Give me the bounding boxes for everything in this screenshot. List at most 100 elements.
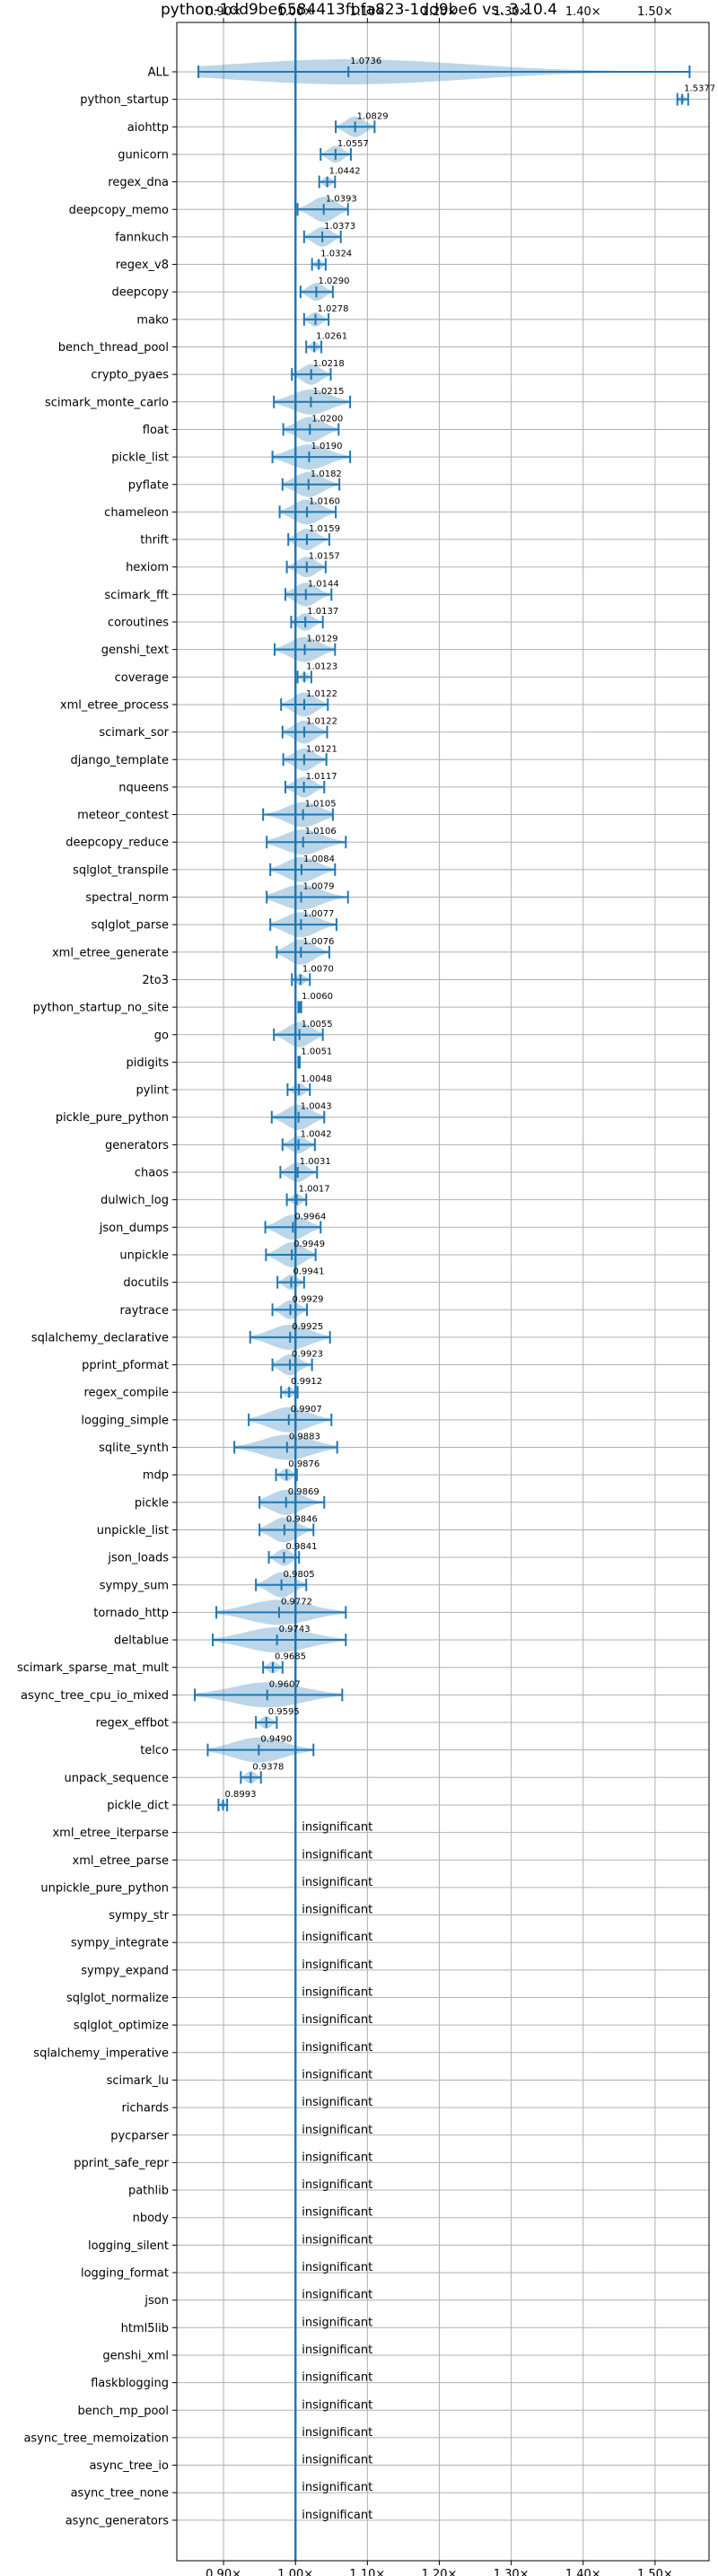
benchmark-label: unpickle: [119, 1249, 169, 1262]
benchmark-label: python_startup_no_site: [33, 1002, 169, 1015]
benchmark-label: bench_thread_pool: [58, 341, 169, 355]
value-label: 1.0123: [306, 662, 337, 671]
value-label: 0.9941: [293, 1267, 324, 1277]
chart-title: python-1dd9be6584413fbfa823-1dd9be6 vs. …: [161, 1, 557, 19]
value-label: 0.9846: [286, 1514, 318, 1524]
benchmark-label: async_tree_none: [71, 2487, 169, 2501]
value-label: 1.0121: [306, 744, 337, 754]
benchmark-label: sympy_str: [109, 1909, 169, 1923]
x-tick-label-bottom: 1.00×: [277, 2568, 313, 2576]
x-tick-label-top: 0.90×: [206, 5, 241, 19]
benchmark-label: bench_mp_pool: [77, 2405, 169, 2418]
value-label: 0.9929: [293, 1294, 324, 1304]
value-label: 0.9883: [289, 1433, 320, 1442]
value-label: 0.9743: [279, 1625, 311, 1634]
value-label: 1.5377: [684, 84, 715, 94]
benchmark-label: logging_silent: [88, 2239, 169, 2253]
benchmark-label: genshi_text: [101, 644, 169, 657]
benchmark-label: unpickle_pure_python: [40, 1881, 169, 1895]
benchmark-label: spectral_norm: [85, 891, 169, 905]
value-label: 1.0070: [302, 964, 334, 974]
x-tick-label-bottom: 1.40×: [565, 2568, 601, 2576]
x-tick-label-bottom: 0.90×: [206, 2568, 241, 2576]
benchmark-label: tornado_http: [93, 1607, 169, 1620]
benchmark-label: python_startup: [80, 93, 169, 107]
benchmark-label: pathlib: [128, 2185, 169, 2198]
value-label: 1.0324: [320, 250, 352, 259]
benchmark-label: scimark_sparse_mat_mult: [17, 1661, 169, 1675]
benchmark-label: coroutines: [108, 617, 169, 630]
value-label: 1.0106: [305, 827, 337, 837]
benchmark-label: scimark_fft: [104, 589, 169, 602]
x-tick-label-top: 1.50×: [637, 5, 673, 19]
value-label: 1.0261: [316, 332, 347, 342]
value-label: 1.0048: [301, 1074, 332, 1084]
value-label: 0.9685: [275, 1652, 306, 1662]
value-label: 1.0200: [311, 414, 343, 424]
benchmark-label: nbody: [133, 2212, 170, 2225]
benchmark-label: html5lib: [121, 2322, 169, 2335]
benchmark-label: fannkuch: [115, 231, 169, 244]
benchmark-label: pylint: [136, 1084, 169, 1098]
benchmark-label: pycparser: [110, 2129, 169, 2142]
benchmark-label: sqlglot_optimize: [74, 2020, 169, 2033]
value-label: 1.0182: [311, 469, 342, 479]
value-label: 0.9964: [294, 1212, 326, 1222]
benchmark-label: gunicorn: [118, 148, 169, 162]
x-tick-label-top: 1.00×: [277, 5, 313, 19]
benchmark-label: meteor_contest: [77, 809, 169, 822]
benchmark-label: sqlite_synth: [99, 1441, 169, 1455]
benchmark-label: sympy_integrate: [71, 1937, 169, 1950]
x-tick-label-bottom: 1.10×: [349, 2568, 385, 2576]
value-label: 1.0157: [309, 552, 340, 562]
benchmark-label: xml_etree_process: [60, 698, 169, 712]
value-label: 1.0122: [306, 689, 337, 699]
benchmark-label: sqlglot_transpile: [73, 863, 169, 877]
insignificant-label: insignificant: [302, 1986, 372, 2000]
value-label: 1.0393: [326, 194, 357, 204]
benchmark-label: pickle: [135, 1496, 169, 1510]
benchmark-label: generators: [105, 1139, 169, 1152]
insignificant-label: insignificant: [302, 2454, 372, 2467]
benchmark-label: aiohttp: [127, 121, 169, 135]
value-label: 1.0043: [301, 1102, 332, 1112]
value-label: 1.0051: [301, 1047, 332, 1056]
insignificant-label: insignificant: [302, 2316, 372, 2329]
benchmark-label: sqlalchemy_imperative: [33, 2046, 169, 2060]
benchmark-label: thrift: [140, 534, 169, 548]
value-label: 0.9907: [291, 1405, 322, 1415]
benchmark-label: async_tree_memoization: [23, 2431, 169, 2445]
value-label: 1.0373: [324, 222, 355, 232]
value-label: 1.0017: [299, 1185, 330, 1195]
benchmark-label: async_tree_cpu_io_mixed: [21, 1689, 169, 1703]
benchmark-label: unpack_sequence: [64, 1772, 169, 1785]
benchmark-label: docutils: [123, 1276, 169, 1290]
benchmark-label: regex_effbot: [95, 1717, 169, 1730]
benchmark-label: nqueens: [118, 781, 169, 794]
x-axis-ticks: 0.90× 0.90× 1.00× 1.00× 1.10× 1.10× 1.20× 1.20×…: [172, 5, 673, 2576]
x-tick-label-bottom: 1.50×: [637, 2568, 673, 2576]
insignificant-label: insignificant: [302, 2013, 372, 2027]
insignificant-label: insignificant: [302, 2206, 372, 2220]
x-tick-label-top: 1.30×: [494, 5, 530, 19]
value-label: 1.0442: [329, 167, 361, 177]
value-label: 0.9378: [252, 1762, 284, 1772]
benchmark-label: xml_etree_iterparse: [52, 1827, 169, 1840]
value-label: 1.0077: [302, 909, 334, 919]
insignificant-label: insignificant: [302, 1958, 372, 1972]
benchmark-label: chameleon: [104, 506, 169, 520]
benchmark-label: json_dumps: [99, 1222, 169, 1235]
benchmark-label: richards: [122, 2102, 170, 2116]
value-label: 0.9923: [292, 1350, 323, 1360]
benchmark-label: scimark_lu: [107, 2074, 169, 2088]
value-label: 1.0290: [318, 276, 349, 286]
value-label: 1.0060: [302, 992, 333, 1002]
value-label: 1.0105: [305, 800, 337, 810]
insignificant-label: insignificant: [302, 2233, 372, 2247]
x-tick-label-bottom: 1.30×: [494, 2568, 530, 2576]
x-tick-label-top: 1.20×: [422, 5, 458, 19]
value-label: 0.9841: [285, 1542, 317, 1552]
benchmark-label: scimark_sor: [99, 726, 169, 740]
value-label: 0.9869: [288, 1487, 320, 1497]
insignificant-label: insignificant: [302, 2509, 372, 2522]
